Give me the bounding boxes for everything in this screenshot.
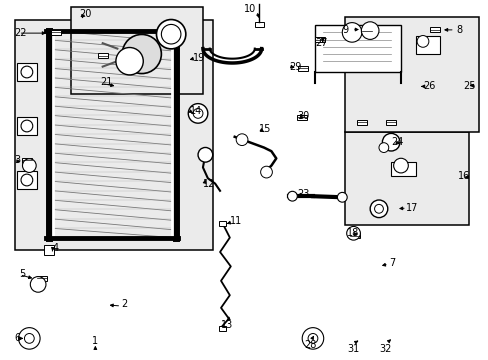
Text: 18: 18 xyxy=(346,228,359,238)
Circle shape xyxy=(161,24,181,44)
Text: 10: 10 xyxy=(244,4,256,14)
Text: 12: 12 xyxy=(203,179,215,189)
Circle shape xyxy=(374,204,383,213)
Text: 8: 8 xyxy=(455,24,461,35)
Circle shape xyxy=(287,191,297,201)
Text: 14: 14 xyxy=(189,106,202,116)
Bar xyxy=(429,27,439,32)
Text: 26: 26 xyxy=(422,81,434,91)
Text: 17: 17 xyxy=(405,203,417,213)
Bar xyxy=(44,245,54,255)
Text: 21: 21 xyxy=(100,77,112,87)
Text: 24: 24 xyxy=(390,137,403,147)
Bar xyxy=(98,53,107,58)
Bar xyxy=(390,162,415,176)
Bar xyxy=(22,158,32,163)
Bar xyxy=(218,326,225,331)
Bar xyxy=(71,7,203,94)
Text: 27: 27 xyxy=(315,38,327,48)
Text: 32: 32 xyxy=(378,344,391,354)
Circle shape xyxy=(21,174,33,186)
Circle shape xyxy=(198,148,212,162)
Circle shape xyxy=(342,23,361,42)
Text: 29: 29 xyxy=(289,62,301,72)
Circle shape xyxy=(369,200,387,217)
Text: 16: 16 xyxy=(457,171,469,181)
Circle shape xyxy=(22,159,36,172)
Text: 31: 31 xyxy=(346,344,359,354)
Text: 13: 13 xyxy=(221,320,233,330)
Text: 4: 4 xyxy=(53,243,59,253)
Text: 3: 3 xyxy=(15,155,21,165)
Text: 23: 23 xyxy=(297,189,309,199)
Bar xyxy=(361,28,371,33)
Circle shape xyxy=(236,134,247,145)
Circle shape xyxy=(30,276,46,292)
Bar xyxy=(51,30,61,35)
Bar xyxy=(17,171,37,189)
Circle shape xyxy=(193,108,203,118)
Circle shape xyxy=(307,333,317,343)
Circle shape xyxy=(19,328,40,349)
Text: 22: 22 xyxy=(15,28,27,38)
Bar xyxy=(415,36,439,54)
Bar xyxy=(344,17,478,132)
Circle shape xyxy=(21,120,33,132)
Circle shape xyxy=(361,22,378,39)
Bar xyxy=(356,120,366,125)
Text: 20: 20 xyxy=(79,9,91,19)
Text: 1: 1 xyxy=(92,336,98,346)
Text: 2: 2 xyxy=(121,299,127,309)
Circle shape xyxy=(116,48,143,75)
Text: 11: 11 xyxy=(229,216,242,226)
Text: 6: 6 xyxy=(15,333,21,343)
Bar xyxy=(386,120,395,125)
Bar xyxy=(255,22,264,27)
Text: 7: 7 xyxy=(388,258,394,268)
Bar xyxy=(17,117,37,135)
Bar xyxy=(15,20,212,250)
Bar xyxy=(298,66,307,71)
Bar xyxy=(344,132,468,225)
Bar xyxy=(17,63,37,81)
Text: 9: 9 xyxy=(342,24,348,35)
Circle shape xyxy=(21,66,33,78)
Bar xyxy=(349,233,359,238)
Circle shape xyxy=(302,328,323,349)
Bar xyxy=(219,221,226,226)
Text: 19: 19 xyxy=(193,53,205,63)
Bar xyxy=(297,114,306,120)
Bar xyxy=(37,276,46,281)
Circle shape xyxy=(378,143,388,153)
Bar xyxy=(315,25,400,72)
Circle shape xyxy=(382,134,399,151)
Circle shape xyxy=(346,226,360,240)
Text: 5: 5 xyxy=(20,269,26,279)
Circle shape xyxy=(188,104,207,123)
Bar xyxy=(315,37,325,42)
Circle shape xyxy=(122,35,161,73)
Circle shape xyxy=(416,36,428,47)
Circle shape xyxy=(156,19,185,49)
Text: 28: 28 xyxy=(304,340,316,350)
Text: 25: 25 xyxy=(462,81,474,91)
Circle shape xyxy=(393,158,407,173)
Circle shape xyxy=(337,192,346,202)
Circle shape xyxy=(260,166,272,178)
Text: 15: 15 xyxy=(259,124,271,134)
Text: 30: 30 xyxy=(297,111,309,121)
Circle shape xyxy=(24,333,34,343)
